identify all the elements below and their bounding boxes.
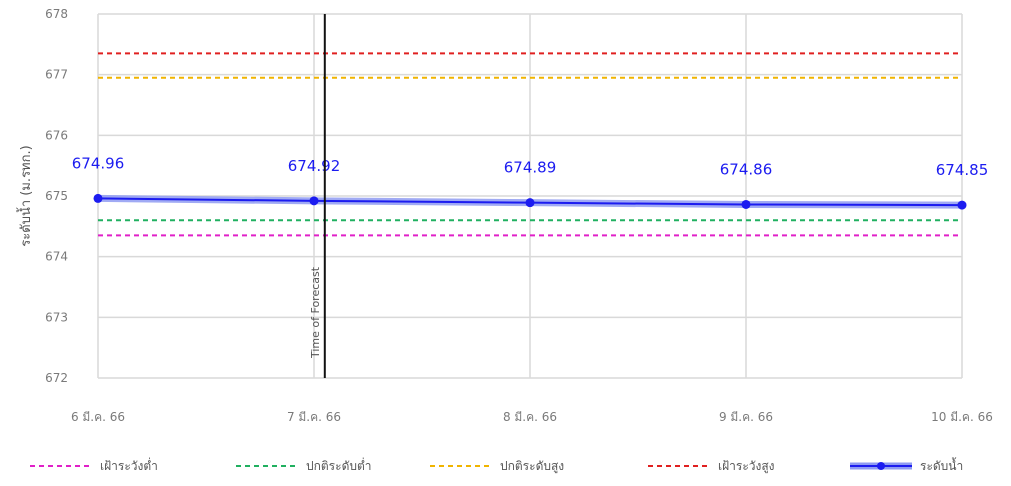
forecast-marker: Time of Forecast — [309, 14, 326, 378]
data-point — [741, 199, 751, 209]
legend-label: เฝ้าระวังต่ำ — [100, 457, 158, 473]
legend-label: ปกติระดับต่ำ — [306, 457, 372, 473]
forecast-label: Time of Forecast — [309, 266, 322, 359]
x-tick-label: 9 มี.ค. 66 — [719, 410, 773, 424]
data-label: 674.96 — [72, 154, 125, 172]
data-point — [93, 193, 103, 203]
legend-marker — [877, 462, 885, 470]
series-lines — [93, 193, 967, 210]
data-point — [957, 200, 967, 210]
y-axis-label: ระดับน้ำ (ม.รทก.) — [16, 145, 34, 246]
x-tick-label: 6 มี.ค. 66 — [71, 410, 125, 424]
legend-label: เฝ้าระวังสูง — [718, 459, 775, 474]
x-axis-ticks: 6 มี.ค. 66 7 มี.ค. 66 8 มี.ค. 66 9 มี.ค. 66… — [71, 410, 993, 424]
x-tick-label: 8 มี.ค. 66 — [503, 410, 557, 424]
y-tick-label: 672 — [45, 371, 68, 385]
legend: เฝ้าระวังต่ำ ปกติระดับต่ำ ปกติระดับสูง เฝ้า… — [30, 457, 963, 474]
data-point — [525, 198, 535, 208]
gridlines — [97, 13, 963, 379]
data-label: 674.92 — [288, 157, 341, 175]
legend-label: ปกติระดับสูง — [500, 459, 564, 474]
y-tick-label: 677 — [45, 68, 68, 82]
data-labels: 674.96 674.92 674.89 674.86 674.85 — [72, 154, 989, 179]
data-label: 674.85 — [936, 161, 989, 179]
y-tick-label: 676 — [45, 128, 68, 142]
y-tick-label: 674 — [45, 250, 68, 264]
y-tick-label: 673 — [45, 310, 68, 324]
y-tick-label: 678 — [45, 7, 68, 21]
y-axis-ticks: 672 673 674 675 676 677 678 — [45, 7, 68, 385]
data-point — [309, 196, 319, 206]
reference-lines — [98, 52, 962, 237]
x-tick-label: 7 มี.ค. 66 — [287, 410, 341, 424]
data-label: 674.89 — [504, 159, 557, 177]
x-tick-label: 10 มี.ค. 66 — [931, 410, 993, 424]
data-label: 674.86 — [720, 160, 773, 178]
legend-label: ระดับน้ำ — [920, 457, 963, 473]
y-tick-label: 675 — [45, 189, 68, 203]
